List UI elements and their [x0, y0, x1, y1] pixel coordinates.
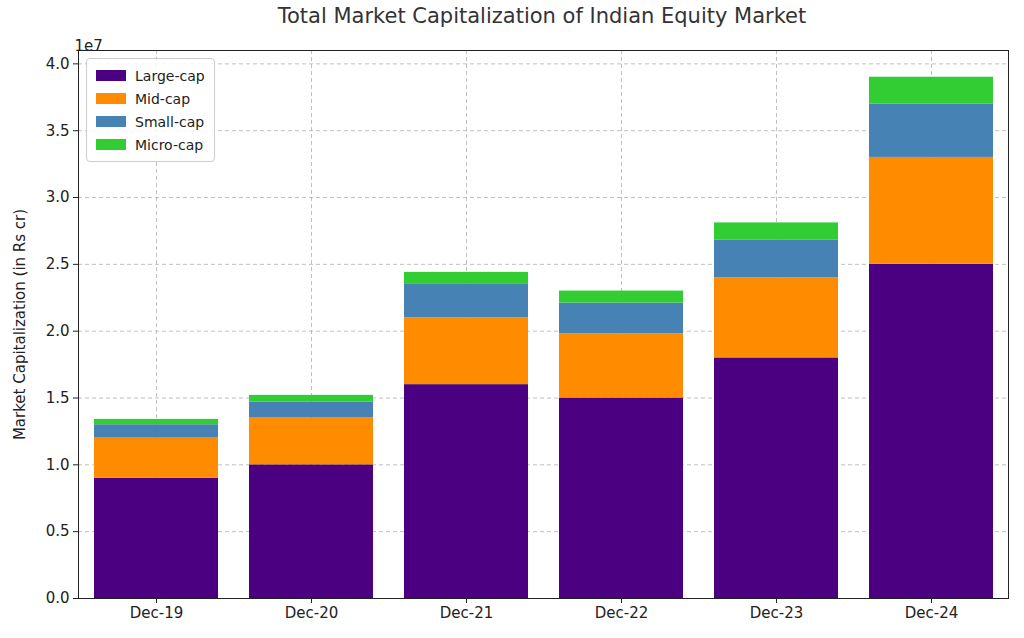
svg-text:Dec-24: Dec-24 [905, 604, 959, 622]
svg-text:Dec-21: Dec-21 [440, 604, 494, 622]
html-text:Micro-cap: Micro-cap [135, 136, 204, 153]
html-text:Small-cap: Small-cap [135, 113, 205, 130]
svg-text:3.0: 3.0 [46, 188, 70, 206]
svg-text:Market Capitalization (in Rs c: Market Capitalization (in Rs cr) [11, 209, 29, 440]
html-text:Mid-cap: Mid-cap [135, 90, 191, 107]
svg-text:2.0: 2.0 [46, 322, 70, 340]
svg-text:4.0: 4.0 [46, 55, 70, 73]
svg-text:2.5: 2.5 [46, 255, 70, 273]
svg-text:3.5: 3.5 [46, 121, 70, 139]
svg-text:Dec-23: Dec-23 [750, 604, 804, 622]
svg-text:Dec-22: Dec-22 [595, 604, 649, 622]
svg-text:0.0: 0.0 [46, 589, 70, 607]
svg-text:1.5: 1.5 [46, 389, 70, 407]
svg-text:1e7: 1e7 [75, 37, 103, 55]
svg-text:0.5: 0.5 [46, 522, 70, 540]
svg-text:Dec-20: Dec-20 [285, 604, 339, 622]
html-text:Total Market Capitalization of: Total Market Capitalization of Indian Eq… [277, 4, 807, 28]
svg-text:Dec-19: Dec-19 [130, 604, 184, 622]
svg-text:1.0: 1.0 [46, 456, 70, 474]
html-text:Large-cap: Large-cap [135, 67, 205, 84]
